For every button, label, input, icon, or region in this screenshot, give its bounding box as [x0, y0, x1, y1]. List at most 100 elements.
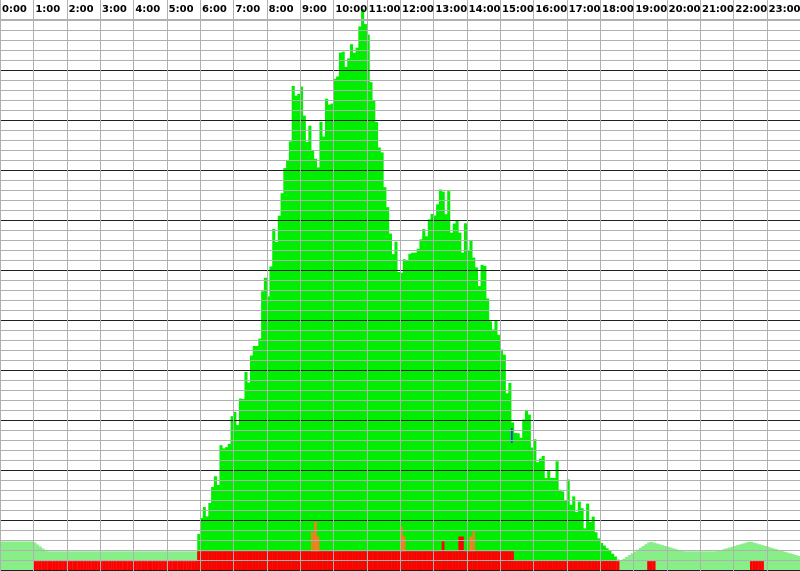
bar-red-segment — [222, 551, 226, 571]
bar-total — [661, 545, 665, 571]
bar-total — [686, 551, 690, 571]
bar-red-segment — [233, 551, 237, 571]
bar-red-segment — [288, 551, 292, 571]
bar-red-segment — [197, 551, 201, 571]
bar-red-segment — [347, 551, 351, 571]
bar-total — [797, 555, 800, 571]
bar-total — [241, 399, 245, 571]
bar-red-segment — [488, 551, 492, 571]
bar-total — [325, 98, 329, 571]
bar-orange-segment — [469, 536, 473, 552]
x-tick-label: 17:00 — [569, 4, 601, 15]
x-tick-label: 21:00 — [702, 4, 734, 15]
bar-total — [747, 541, 751, 571]
bar-red-segment — [308, 551, 312, 571]
bar-red-segment — [408, 551, 412, 571]
bar-total — [530, 447, 534, 571]
bar-total — [22, 541, 26, 571]
bar-red-segment — [136, 561, 140, 571]
bar-red-segment — [186, 561, 190, 571]
bar-red-segment — [527, 561, 531, 571]
bar-red-segment — [261, 551, 265, 571]
bar-total — [652, 542, 656, 571]
bar-red-segment — [652, 561, 656, 571]
bar-total — [744, 542, 748, 571]
x-tick-label: 20:00 — [669, 4, 701, 15]
bar-red-segment — [463, 551, 467, 571]
bar-red-segment — [305, 551, 309, 571]
bar-total — [758, 544, 762, 571]
bar-total — [375, 121, 379, 571]
bar-total — [313, 158, 317, 571]
bar-red-segment — [558, 561, 562, 571]
bar-red-segment — [291, 551, 295, 571]
bar-red-segment — [350, 551, 354, 571]
bar-total — [288, 141, 292, 571]
bar-total — [691, 551, 695, 571]
bar-red-segment — [116, 561, 120, 571]
bar-red-segment — [147, 561, 151, 571]
bar-red-segment — [202, 551, 206, 571]
bar-total — [205, 516, 209, 571]
bar-total — [222, 448, 226, 571]
bar-red-segment — [172, 561, 176, 571]
bar-total — [663, 545, 667, 571]
bar-red-segment — [572, 561, 576, 571]
bar-red-segment — [333, 551, 337, 571]
bar-total — [333, 78, 337, 571]
bar-red-segment — [433, 551, 437, 571]
bar-total — [316, 167, 320, 571]
bar-total — [433, 215, 437, 571]
bar-red-segment — [341, 551, 345, 571]
bar-red-segment — [325, 551, 329, 571]
bar-red-segment — [58, 561, 62, 571]
bar-red-segment — [275, 551, 279, 571]
bar-total — [713, 551, 717, 571]
bar-total — [236, 425, 240, 571]
bar-red-segment — [80, 561, 84, 571]
bar-total — [16, 541, 20, 571]
bar-red-segment — [377, 551, 381, 571]
bar-total — [252, 346, 256, 571]
bar-red-segment — [375, 551, 379, 571]
bar-red-segment — [444, 551, 448, 571]
bar-red-segment — [391, 551, 395, 571]
bar-total — [783, 551, 787, 571]
bar-red-segment — [322, 551, 326, 571]
bar-total — [336, 76, 340, 571]
x-tick-label: 10:00 — [335, 4, 367, 15]
bar-red-segment — [133, 561, 137, 571]
bar-total — [444, 214, 448, 571]
bar-total — [441, 191, 445, 571]
bar-total — [522, 419, 526, 571]
bar-red-segment — [569, 561, 573, 571]
bar-total — [630, 553, 634, 571]
bar-red-segment — [511, 551, 515, 571]
bar-red-segment — [397, 551, 401, 571]
bar-red-segment — [363, 551, 367, 571]
bar-red-segment — [355, 551, 359, 571]
bar-total — [19, 541, 23, 571]
bar-total — [594, 532, 598, 571]
bar-red-segment — [369, 551, 373, 571]
bar-total — [580, 508, 584, 571]
x-tick-label: 1:00 — [35, 4, 60, 15]
bar-red-segment — [263, 551, 267, 571]
bar-red-segment — [352, 551, 356, 571]
bar-total — [25, 541, 29, 571]
bar-total — [563, 500, 567, 571]
bar-red-segment — [77, 561, 81, 571]
bar-total — [308, 125, 312, 571]
bar-red-segment — [302, 551, 306, 571]
bar-total — [38, 546, 42, 571]
bar-red-segment — [38, 561, 42, 571]
bar-total — [358, 26, 362, 571]
bar-total — [361, 8, 365, 571]
bar-total — [400, 272, 404, 571]
bar-total — [263, 277, 267, 571]
bar-red-segment — [500, 551, 504, 571]
bar-red-segment — [255, 551, 259, 571]
bar-red-segment — [441, 551, 445, 571]
bar-red-segment — [250, 551, 254, 571]
